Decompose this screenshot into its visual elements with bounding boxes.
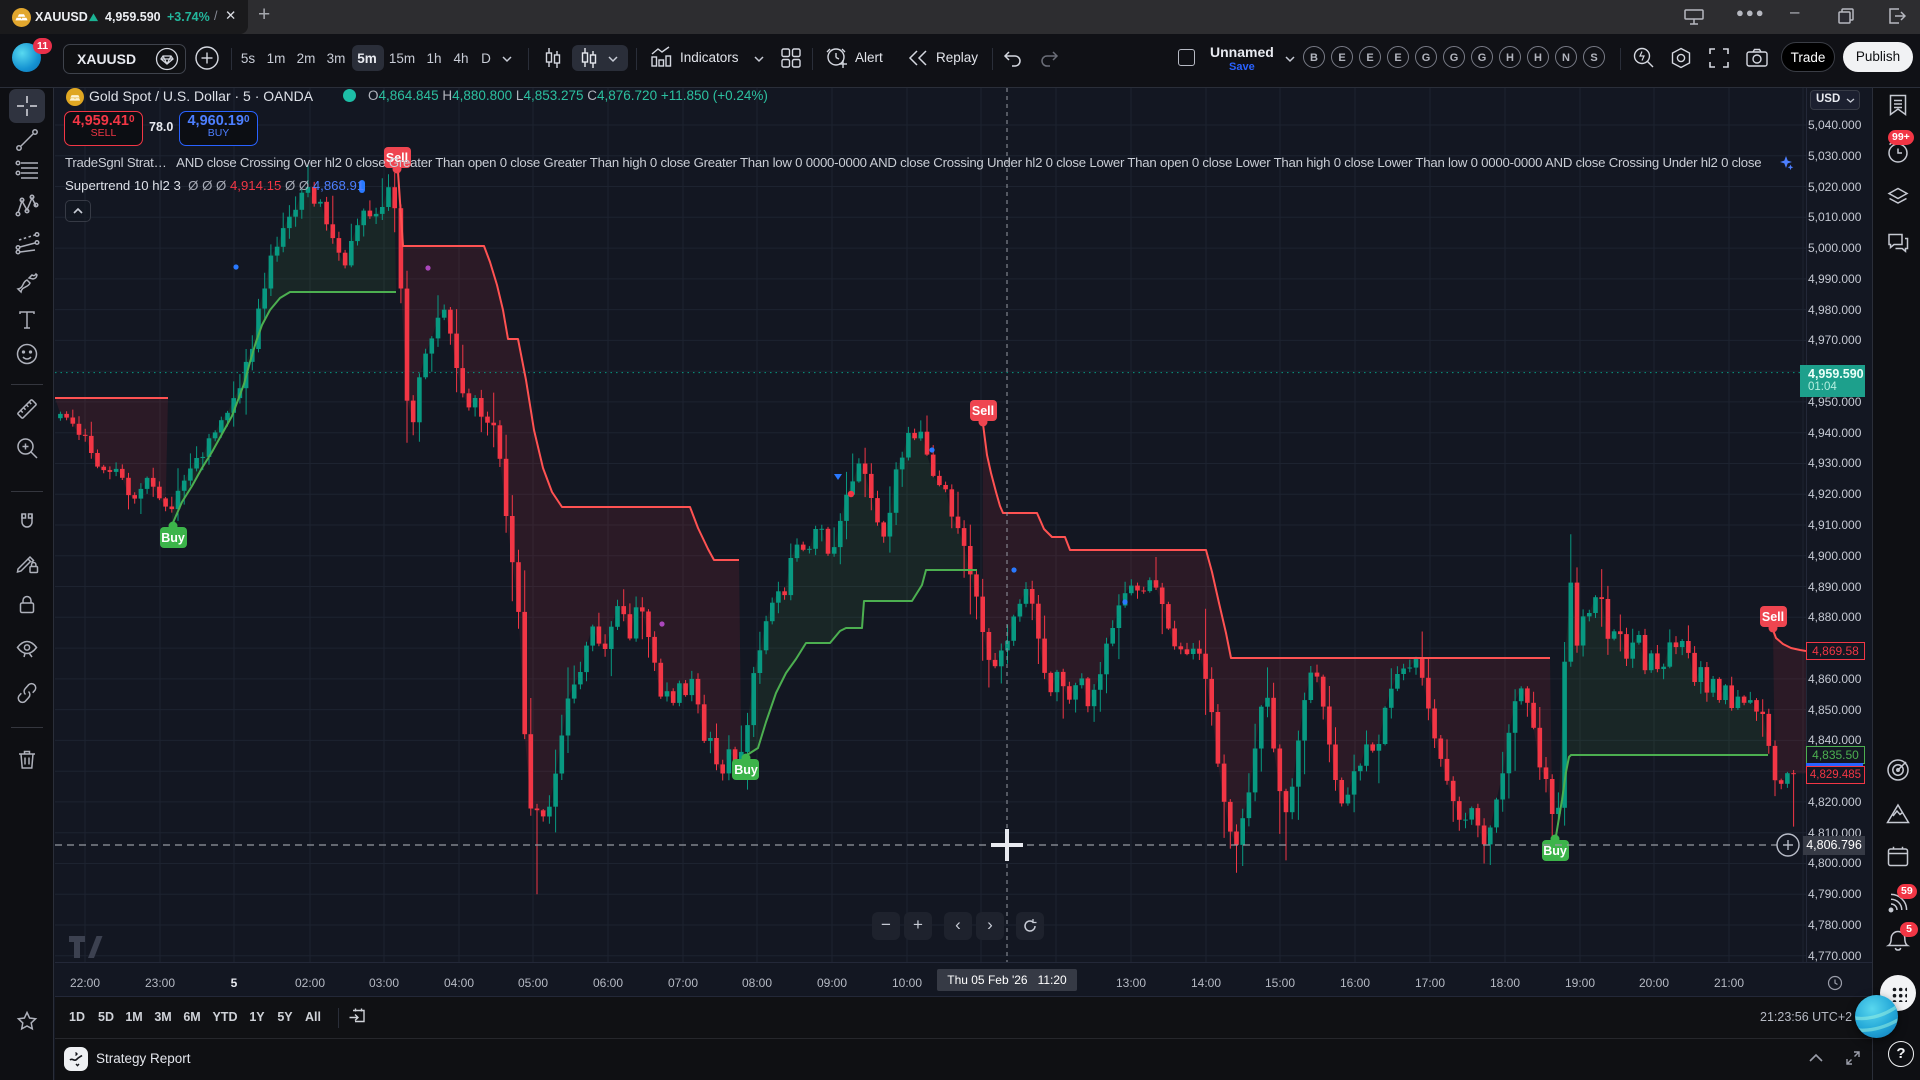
svg-text:Sell: Sell [972, 404, 994, 418]
svg-text:Buy: Buy [161, 531, 185, 545]
svg-text:Buy: Buy [1543, 844, 1567, 858]
svg-text:Sell: Sell [386, 151, 408, 165]
svg-text:Buy: Buy [734, 763, 758, 777]
svg-text:Sell: Sell [1762, 610, 1784, 624]
